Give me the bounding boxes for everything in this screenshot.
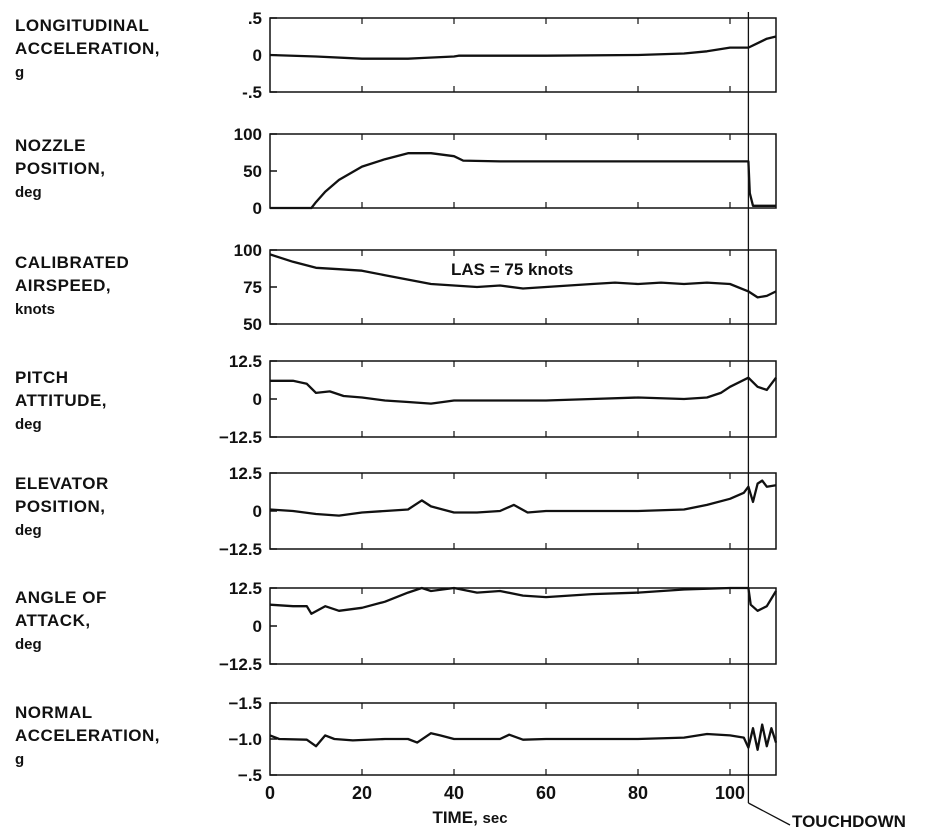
panel-4: 12.5 0 −12.5 ELEVATOR POSITION, deg bbox=[15, 464, 777, 559]
panel-label-line: ATTITUDE, bbox=[15, 391, 107, 410]
series-line bbox=[270, 152, 776, 210]
x-axis-unit: sec bbox=[483, 810, 508, 827]
panel-unit: g bbox=[15, 751, 24, 768]
panel-1: 100 50 0 NOZZLE POSITION, deg bbox=[15, 125, 777, 218]
series-line bbox=[269, 253, 777, 299]
panel-label-line: POSITION, bbox=[15, 159, 105, 178]
panel-label-line: PITCH bbox=[15, 368, 69, 387]
panel-label-line: CALIBRATED bbox=[15, 253, 129, 272]
y-tick-label: −12.5 bbox=[219, 655, 262, 674]
x-axis-title: TIME bbox=[432, 808, 473, 827]
panel-unit: deg bbox=[15, 522, 42, 539]
panel-label-line: NORMAL bbox=[15, 703, 93, 722]
y-tick-label: .5 bbox=[248, 9, 262, 28]
series-line bbox=[269, 586, 777, 615]
panel-unit: deg bbox=[15, 184, 42, 201]
panel-label-line: ATTACK, bbox=[15, 611, 91, 630]
x-axis-separator: , bbox=[473, 808, 482, 827]
panel-unit: deg bbox=[15, 416, 42, 433]
y-tick-label: 0 bbox=[253, 502, 262, 521]
series-line bbox=[269, 479, 777, 517]
panel-label-line: ACCELERATION, bbox=[15, 726, 160, 745]
panel-label-line: LONGITUDINAL bbox=[15, 16, 149, 35]
series-line bbox=[269, 723, 778, 751]
las-annotation: LAS = 75 knots bbox=[451, 260, 573, 279]
touchdown-leader bbox=[748, 802, 791, 826]
y-tick-label: −1.0 bbox=[228, 730, 262, 749]
x-axis-label: TIME, sec bbox=[432, 808, 507, 827]
panel-unit: knots bbox=[15, 301, 55, 318]
panel-label-line: ACCELERATION, bbox=[15, 39, 160, 58]
y-tick-label: −1.5 bbox=[228, 694, 262, 713]
y-tick-label: −12.5 bbox=[219, 428, 262, 447]
x-tick-label: 0 bbox=[265, 783, 275, 803]
y-tick-label: 12.5 bbox=[229, 579, 262, 598]
y-tick-label: 100 bbox=[234, 241, 262, 260]
series-line bbox=[270, 376, 777, 405]
panel-0: .5 0 -.5 LONGITUDINAL ACCELERATION, g bbox=[15, 9, 777, 102]
y-tick-label: 12.5 bbox=[229, 352, 262, 371]
x-tick-label: 20 bbox=[352, 783, 372, 803]
y-tick-label: 50 bbox=[243, 162, 262, 181]
y-tick-label: 50 bbox=[243, 315, 262, 334]
y-tick-label: 12.5 bbox=[229, 464, 262, 483]
y-tick-label: −12.5 bbox=[219, 540, 262, 559]
panel-3: 12.5 0 −12.5 PITCH ATTITUDE, deg bbox=[15, 352, 777, 447]
x-tick-label: 80 bbox=[628, 783, 648, 803]
panel-unit: g bbox=[15, 64, 24, 81]
panel-label-line: ANGLE OF bbox=[15, 588, 107, 607]
panel-label-line: ELEVATOR bbox=[15, 474, 109, 493]
panel-label-line: NOZZLE bbox=[15, 136, 86, 155]
y-tick-label: 100 bbox=[234, 125, 262, 144]
panel-frame bbox=[269, 133, 777, 209]
series-line bbox=[269, 35, 777, 60]
panel-unit: deg bbox=[15, 636, 42, 653]
panel-6: −.5 −1.0 −1.5 NORMAL ACCELERATION, g bbox=[15, 694, 778, 785]
panel-2: 100 75 50 CALIBRATED AIRSPEED, knots bbox=[15, 241, 777, 334]
y-tick-label: 0 bbox=[253, 199, 262, 218]
y-tick-label: 75 bbox=[243, 278, 262, 297]
x-tick-label: 40 bbox=[444, 783, 464, 803]
y-tick-label: 0 bbox=[253, 46, 262, 65]
y-tick-label: -.5 bbox=[242, 83, 262, 102]
x-tick-label: 60 bbox=[536, 783, 556, 803]
y-tick-label: 0 bbox=[253, 390, 262, 409]
y-tick-label: −.5 bbox=[238, 766, 262, 785]
x-tick-label: 100 bbox=[715, 783, 745, 803]
y-tick-label: 0 bbox=[253, 617, 262, 636]
panel-5: 12.5 0 −12.5 ANGLE OF ATTACK, deg bbox=[15, 579, 777, 674]
panel-frame bbox=[269, 587, 777, 665]
panel-label-line: POSITION, bbox=[15, 497, 105, 516]
touchdown-label: TOUCHDOWN bbox=[792, 812, 906, 831]
panel-label-line: AIRSPEED, bbox=[15, 276, 111, 295]
